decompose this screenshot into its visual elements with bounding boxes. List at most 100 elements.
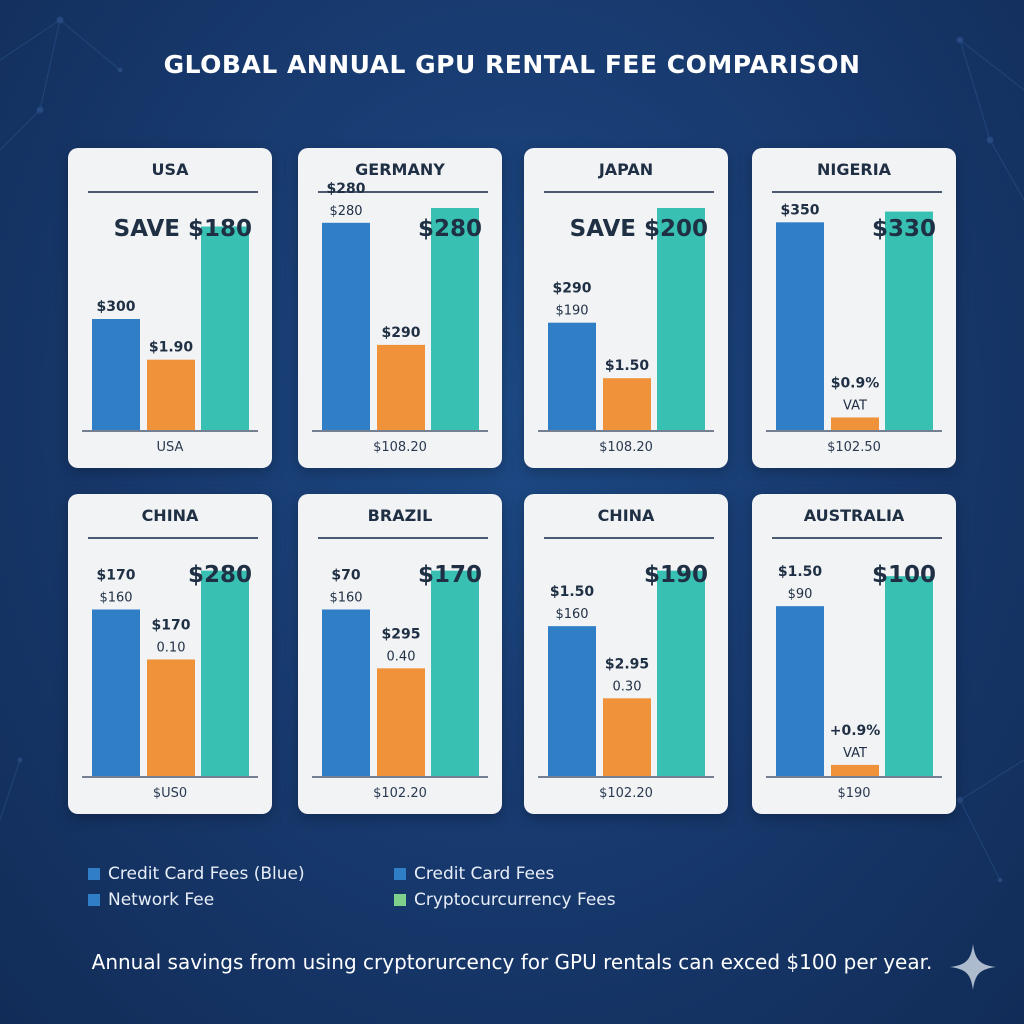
network-fee-bar [831, 417, 879, 430]
bar-data-label: $2.95 [605, 656, 649, 672]
footnote: Annual savings from using cryptorurcency… [91, 950, 933, 974]
card-divider [772, 537, 942, 539]
bar-data-label: $300 [97, 299, 136, 315]
headline-savings: $330 [872, 216, 936, 242]
network-fee-bar [147, 659, 195, 776]
card-plot: $170 $160 $170 0.10 $280 [82, 562, 258, 778]
chart-card: CHINA $1.50 $160 $2.95 0.30 $190 $102.20 [524, 494, 728, 814]
network-fee-bar [831, 764, 879, 776]
sparkle-icon [950, 944, 996, 990]
card-plot: $1.50 $160 $2.95 0.30 $190 [538, 562, 714, 778]
card-footer-label: USA [156, 440, 184, 455]
bar-data-label: $1.50 [778, 564, 823, 580]
crypto-fee-bar [431, 208, 479, 430]
card-title: CHINA [597, 506, 655, 525]
bar-data-label: $290 [553, 281, 592, 297]
chart-card: NIGERIA $350 $0.9% VAT $330 $102.50 [752, 148, 956, 468]
card-divider [318, 191, 488, 193]
bar-data-label: VAT [843, 398, 867, 413]
card-footer-label: $108.20 [599, 440, 653, 455]
card-divider [88, 191, 258, 193]
card-plot: $1.50 $90 +0.9% VAT $100 [766, 562, 942, 778]
bar-data-label: $350 [781, 202, 820, 218]
card-footer-label: $102.20 [599, 786, 653, 801]
bar-data-label: 0.30 [613, 679, 642, 694]
chart-card: AUSTRALIA $1.50 $90 +0.9% VAT $100 $190 [752, 494, 956, 814]
network-fee-bar [377, 344, 425, 430]
chart-title: GLOBAL ANNUAL GPU RENTAL FEE COMPARISON [163, 50, 861, 79]
network-fee-bar [603, 378, 651, 430]
bar-data-label: $70 [331, 568, 360, 584]
bar-data-label: VAT [843, 746, 867, 761]
card-footer-label: $102.50 [827, 440, 881, 455]
network-fee-bar [603, 698, 651, 776]
card-title: NIGERIA [816, 160, 892, 179]
bar-data-label: $190 [555, 304, 588, 319]
card-title: GERMANY [355, 160, 445, 179]
crypto-fee-bar [201, 570, 249, 776]
credit-card-fee-bar [776, 606, 824, 776]
legend-swatch [88, 894, 100, 906]
bar-data-label: 0.10 [157, 640, 186, 655]
credit-card-fee-bar [322, 222, 370, 430]
crypto-fee-bar [657, 208, 705, 430]
bar-data-label: $1.50 [605, 358, 650, 374]
headline-savings: SAVE $180 [114, 216, 252, 242]
bar-data-label: $1.90 [149, 340, 194, 356]
legend-label: Credit Card Fees (Blue) [108, 864, 305, 884]
bar-data-label: $160 [99, 591, 132, 606]
headline-savings: $190 [644, 562, 708, 588]
credit-card-fee-bar [548, 626, 596, 776]
card-title: USA [151, 160, 189, 179]
card-plot: $280 $280 $290 $280 [312, 181, 488, 432]
crypto-fee-bar [885, 211, 933, 430]
headline-savings: $100 [872, 562, 936, 588]
bar-data-label: $295 [382, 626, 421, 642]
card-footer-label: $US0 [152, 786, 188, 801]
legend-item-network: Network Fee [88, 890, 214, 910]
bar-data-label: $170 [97, 568, 136, 584]
card-divider [318, 537, 488, 539]
legend-item-crypto: Cryptocurcurrency Fees [394, 890, 616, 910]
credit-card-fee-bar [548, 322, 596, 430]
bar-data-label: $0.9% [831, 375, 880, 391]
bar-data-label: $160 [329, 591, 362, 606]
chart-card: CHINA $170 $160 $170 0.10 $280 $US0 [68, 494, 272, 814]
bar-data-label: $170 [152, 617, 191, 633]
legend-label: Credit Card Fees [414, 864, 555, 884]
legend-label: Cryptocurcurrency Fees [414, 890, 616, 910]
legend-item-credit: Credit Card Fees [394, 864, 554, 884]
bar-data-label: $1.50 [550, 584, 595, 600]
credit-card-fee-bar [92, 319, 140, 430]
crypto-fee-bar [431, 570, 479, 776]
legend-swatch [394, 868, 406, 880]
card-footer-label: $108.20 [373, 440, 427, 455]
card-plot: $290 $190 $1.50 SAVE $200 [538, 208, 714, 432]
bar-data-label: $160 [555, 607, 588, 622]
card-plot: $300 $1.90 SAVE $180 [82, 216, 258, 432]
crypto-fee-bar [201, 226, 249, 430]
bar-data-label: $90 [788, 587, 813, 602]
headline-savings: SAVE $200 [570, 216, 708, 242]
card-title: BRAZIL [367, 506, 433, 525]
credit-card-fee-bar [322, 609, 370, 776]
bar-data-label: $280 [327, 181, 366, 197]
card-divider [88, 537, 258, 539]
network-fee-bar [147, 359, 195, 430]
legend-label: Network Fee [108, 890, 215, 910]
chart-card: JAPAN $290 $190 $1.50 SAVE $200 $108.20 [524, 148, 728, 468]
headline-savings: $280 [188, 562, 252, 588]
chart-card: BRAZIL $70 $160 $295 0.40 $170 $102.20 [298, 494, 502, 814]
card-title: JAPAN [598, 160, 654, 179]
chart-card: USA $300 $1.90 SAVE $180 USA [68, 148, 272, 468]
card-plot: $350 $0.9% VAT $330 [766, 202, 942, 432]
headline-savings: $170 [418, 562, 482, 588]
card-divider [772, 191, 942, 193]
legend-swatch [88, 868, 100, 880]
card-divider [544, 191, 714, 193]
bar-data-label: $280 [329, 204, 362, 219]
network-fee-bar [377, 668, 425, 776]
bar-data-label: +0.9% [830, 723, 881, 739]
legend-item-credit-blue: Credit Card Fees (Blue) [88, 864, 305, 884]
card-footer-label: $102.20 [373, 786, 427, 801]
